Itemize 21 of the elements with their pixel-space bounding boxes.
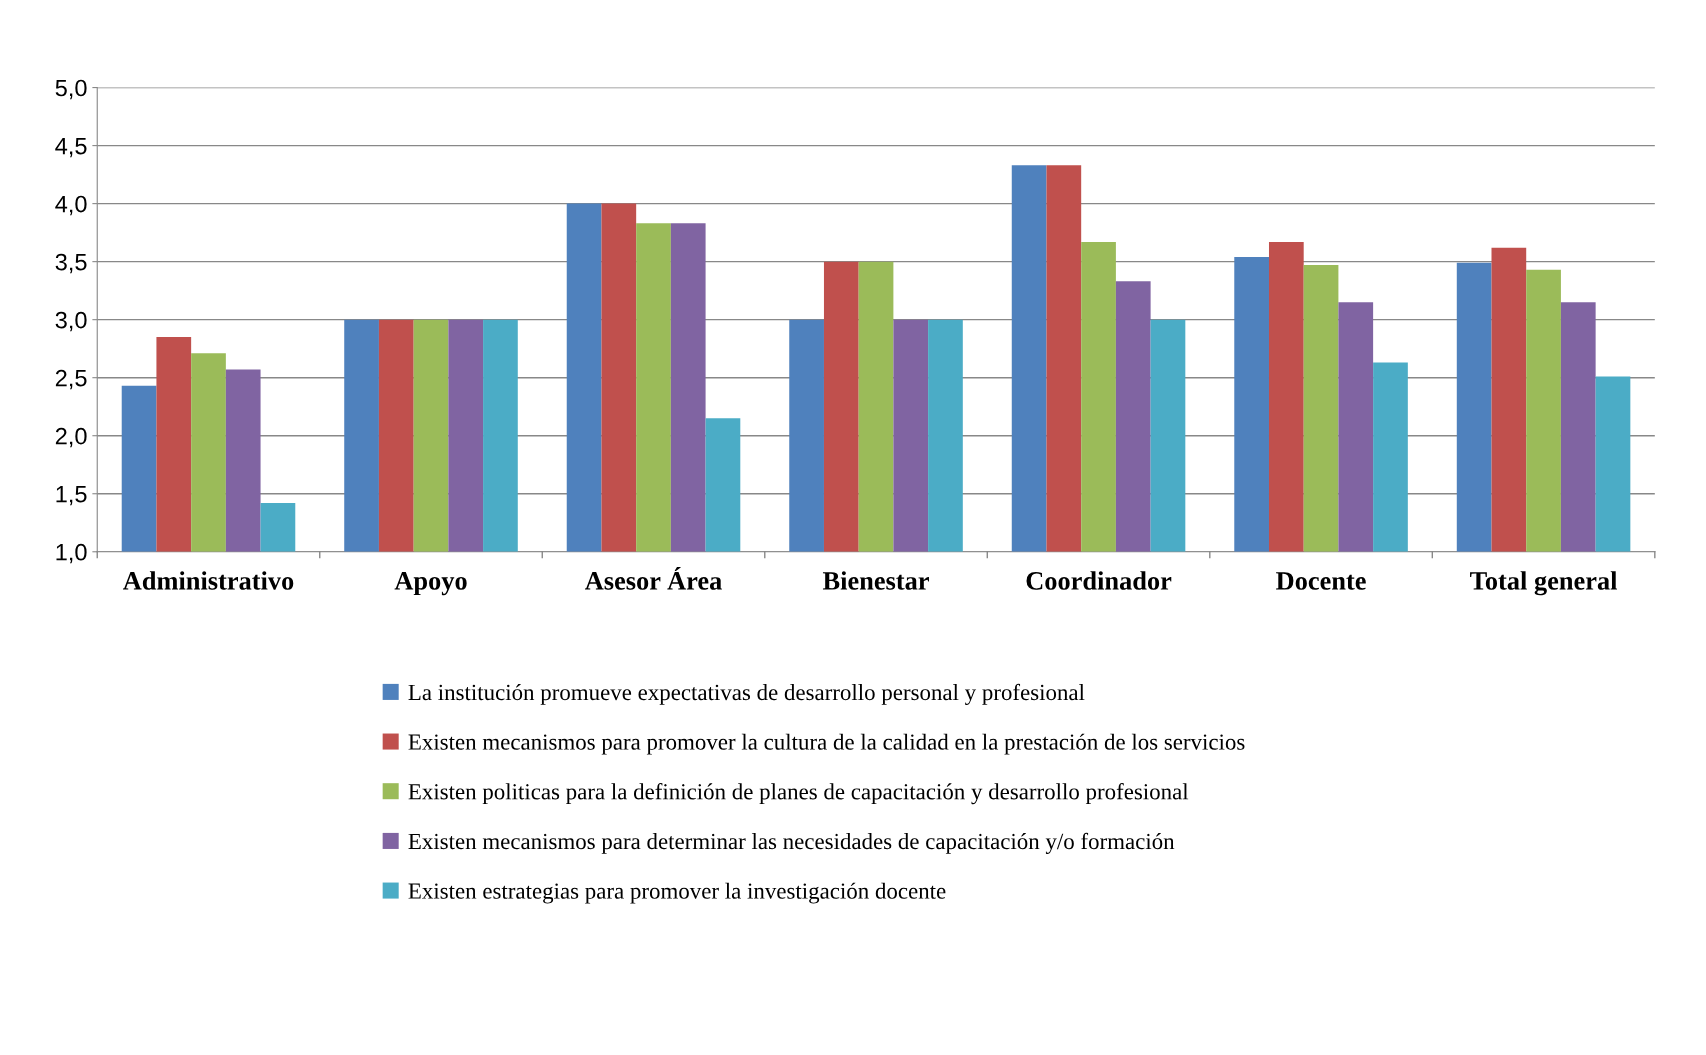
x-tick-label: Total general <box>1470 571 1618 596</box>
y-tick-label: 4,5 <box>55 137 87 158</box>
y-tick-label: 3,0 <box>55 311 87 332</box>
y-tick-label: 4,0 <box>55 195 87 216</box>
x-tick-label: Bienestar <box>822 571 929 590</box>
x-tick-label: Docente <box>1276 572 1366 590</box>
legend-label: Existen estrategias para promover la investigación docente <box>408 882 946 904</box>
y-tick-label: 1,5 <box>56 486 87 506</box>
legend-label: Existen mecanismos para promover la cultura de la calidad en la prestación de los servicios <box>408 733 1245 755</box>
y-tick-label: 1,0 <box>56 543 87 564</box>
y-tick-label: 2,0 <box>55 427 87 448</box>
y-tick-label: 2,5 <box>55 369 87 390</box>
x-tick-label: Asesor Área <box>584 566 722 590</box>
legend-label: La institución promueve expectativas de desarrollo personal y profesional <box>408 683 1085 705</box>
legend-label: Existen mecanismos para determinar las necesidades de capacitación y/o formación <box>408 832 1175 854</box>
x-tick-label: Apoyo <box>394 572 467 596</box>
y-tick-label: 5,0 <box>55 79 87 100</box>
x-tick-label: Administrativo <box>123 571 294 590</box>
x-tick-label: Coordinador <box>1026 571 1172 590</box>
y-tick-label: 3,5 <box>55 253 87 274</box>
legend-label: Existen politicas para la definición de planes de capacitación y desarrollo profesional <box>408 783 1189 805</box>
